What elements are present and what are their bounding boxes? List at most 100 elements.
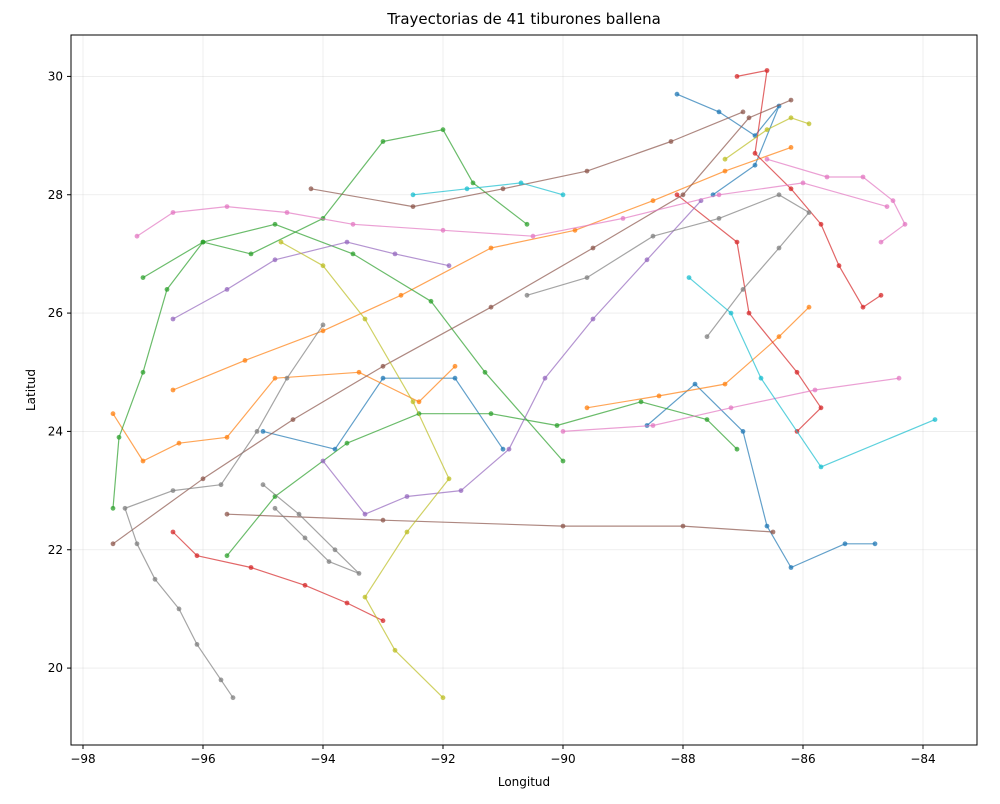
track-point bbox=[740, 429, 746, 434]
track-point bbox=[170, 488, 176, 493]
track-point bbox=[464, 186, 470, 192]
x-tick-label: −84 bbox=[910, 752, 935, 766]
track-point bbox=[500, 186, 506, 192]
track-point bbox=[272, 221, 278, 227]
track-point bbox=[584, 405, 590, 411]
track-line bbox=[724, 117, 810, 160]
track-point bbox=[650, 198, 656, 204]
track-point bbox=[488, 245, 494, 251]
track-point bbox=[320, 263, 326, 269]
track-point bbox=[356, 369, 362, 375]
track-point bbox=[380, 618, 386, 624]
track-point bbox=[620, 216, 626, 221]
track-point bbox=[488, 411, 494, 417]
track-point bbox=[284, 375, 290, 381]
shark-track bbox=[686, 275, 938, 470]
track-point bbox=[296, 511, 302, 517]
track-point bbox=[788, 115, 794, 121]
track-point bbox=[224, 434, 230, 440]
track-point bbox=[362, 511, 368, 517]
track-point bbox=[764, 523, 770, 529]
track-line bbox=[412, 182, 564, 196]
track-point bbox=[110, 541, 116, 547]
track-point bbox=[350, 221, 356, 227]
track-line bbox=[112, 365, 456, 462]
track-point bbox=[170, 316, 176, 322]
track-point bbox=[740, 109, 746, 115]
track-point bbox=[224, 287, 230, 292]
plot-frame bbox=[70, 34, 978, 746]
track-point bbox=[572, 227, 578, 233]
chart-title: Trayectorias de 41 tiburones ballena bbox=[386, 10, 661, 28]
track-point bbox=[764, 156, 770, 162]
track-point bbox=[764, 68, 770, 73]
track-point bbox=[134, 541, 140, 547]
track-point bbox=[590, 316, 596, 322]
shark-track bbox=[224, 511, 776, 535]
x-axis-ticks: −98 −96 −94 −92 −90 −88 −86 −84 bbox=[70, 745, 936, 766]
y-tick-label: 26 bbox=[48, 306, 63, 320]
track-point bbox=[650, 233, 656, 239]
track-point bbox=[404, 494, 410, 499]
track-point bbox=[818, 221, 824, 227]
track-point bbox=[530, 233, 536, 239]
track-point bbox=[170, 529, 176, 535]
track-point bbox=[332, 547, 338, 553]
track-point bbox=[122, 505, 128, 511]
track-point bbox=[278, 239, 284, 245]
track-point bbox=[362, 594, 368, 600]
shark-track bbox=[170, 529, 386, 624]
track-point bbox=[764, 127, 770, 133]
track-point bbox=[818, 405, 824, 411]
x-axis-label: Longitud bbox=[498, 775, 550, 789]
track-point bbox=[326, 559, 332, 564]
track-point bbox=[488, 304, 494, 310]
track-point bbox=[560, 523, 566, 529]
shark-track bbox=[170, 145, 794, 393]
grid bbox=[71, 35, 977, 745]
track-line bbox=[172, 531, 384, 622]
track-point bbox=[398, 292, 404, 298]
track-point bbox=[734, 239, 740, 245]
track-line bbox=[142, 129, 528, 279]
shark-track bbox=[260, 375, 506, 452]
track-point bbox=[752, 162, 758, 168]
shark-track bbox=[734, 68, 884, 310]
track-point bbox=[758, 375, 764, 381]
y-tick-label: 28 bbox=[48, 188, 63, 202]
track-point bbox=[446, 263, 452, 269]
shark-track bbox=[410, 180, 566, 198]
shark-track bbox=[134, 180, 890, 239]
track-point bbox=[716, 216, 722, 221]
track-point bbox=[680, 192, 686, 198]
track-point bbox=[272, 375, 278, 381]
track-point bbox=[380, 363, 386, 369]
track-point bbox=[818, 464, 824, 470]
track-point bbox=[224, 553, 230, 559]
track-point bbox=[680, 523, 686, 529]
track-line bbox=[766, 158, 906, 243]
y-axis-label: Latitud bbox=[24, 369, 38, 411]
shark-track bbox=[122, 322, 326, 701]
x-tick-label: −98 bbox=[70, 752, 95, 766]
track-point bbox=[842, 541, 848, 547]
track-point bbox=[788, 97, 794, 103]
shark-track bbox=[110, 363, 458, 464]
track-point bbox=[776, 245, 782, 251]
track-point bbox=[584, 275, 590, 280]
track-point bbox=[218, 482, 224, 488]
track-point bbox=[392, 251, 398, 257]
track-point bbox=[674, 192, 680, 198]
track-point bbox=[752, 150, 758, 156]
track-point bbox=[194, 642, 200, 647]
track-point bbox=[704, 417, 710, 422]
track-point bbox=[716, 192, 722, 198]
track-point bbox=[560, 429, 566, 434]
track-point bbox=[482, 369, 488, 375]
x-tick-label: −86 bbox=[790, 752, 815, 766]
track-line bbox=[676, 194, 822, 432]
track-point bbox=[800, 180, 806, 186]
tracks bbox=[110, 68, 938, 701]
